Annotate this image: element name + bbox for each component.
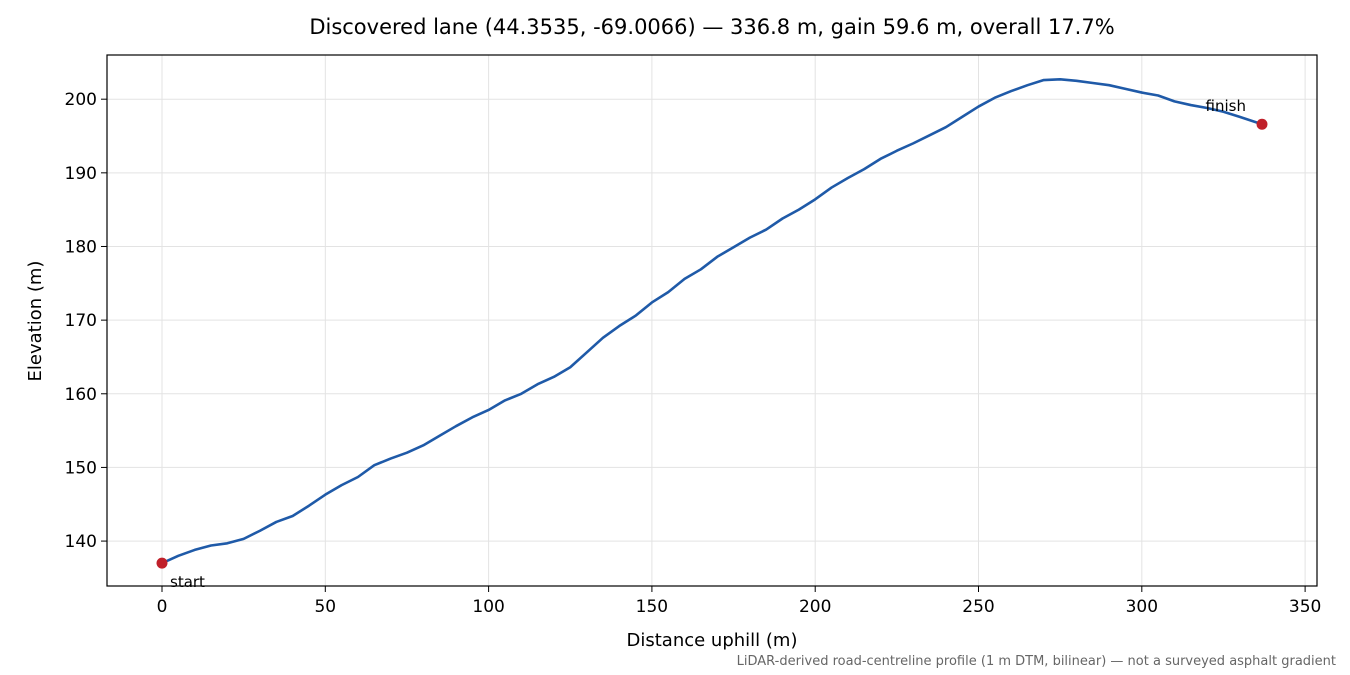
y-tick-label: 160 bbox=[65, 385, 97, 405]
x-tick-label: 100 bbox=[472, 597, 504, 617]
endpoint-label: finish bbox=[1206, 97, 1246, 115]
y-tick-label: 200 bbox=[65, 90, 97, 110]
endpoint-marker bbox=[1256, 118, 1268, 130]
y-tick-label: 170 bbox=[65, 311, 97, 331]
x-tick-label: 0 bbox=[157, 597, 168, 617]
x-axis-label: Distance uphill (m) bbox=[627, 630, 798, 651]
endpoint-marker bbox=[156, 557, 168, 569]
endpoint-label: start bbox=[170, 573, 205, 591]
y-axis-label: Elevation (m) bbox=[25, 261, 46, 382]
x-tick-label: 350 bbox=[1289, 597, 1321, 617]
plot-frame bbox=[106, 54, 1318, 587]
elevation-line bbox=[161, 78, 1263, 565]
x-tick-label: 300 bbox=[1126, 597, 1158, 617]
y-tick-label: 180 bbox=[65, 237, 97, 257]
footnote: LiDAR-derived road-centreline profile (1… bbox=[737, 654, 1336, 669]
y-tick-label: 190 bbox=[65, 164, 97, 184]
chart-title: Discovered lane (44.3535, -69.0066) — 33… bbox=[309, 15, 1114, 39]
x-tick-label: 200 bbox=[799, 597, 831, 617]
x-tick-label: 50 bbox=[314, 597, 336, 617]
y-tick-label: 150 bbox=[65, 458, 97, 478]
x-tick-label: 150 bbox=[636, 597, 668, 617]
x-tick-label: 250 bbox=[962, 597, 994, 617]
y-tick-label: 140 bbox=[65, 532, 97, 552]
